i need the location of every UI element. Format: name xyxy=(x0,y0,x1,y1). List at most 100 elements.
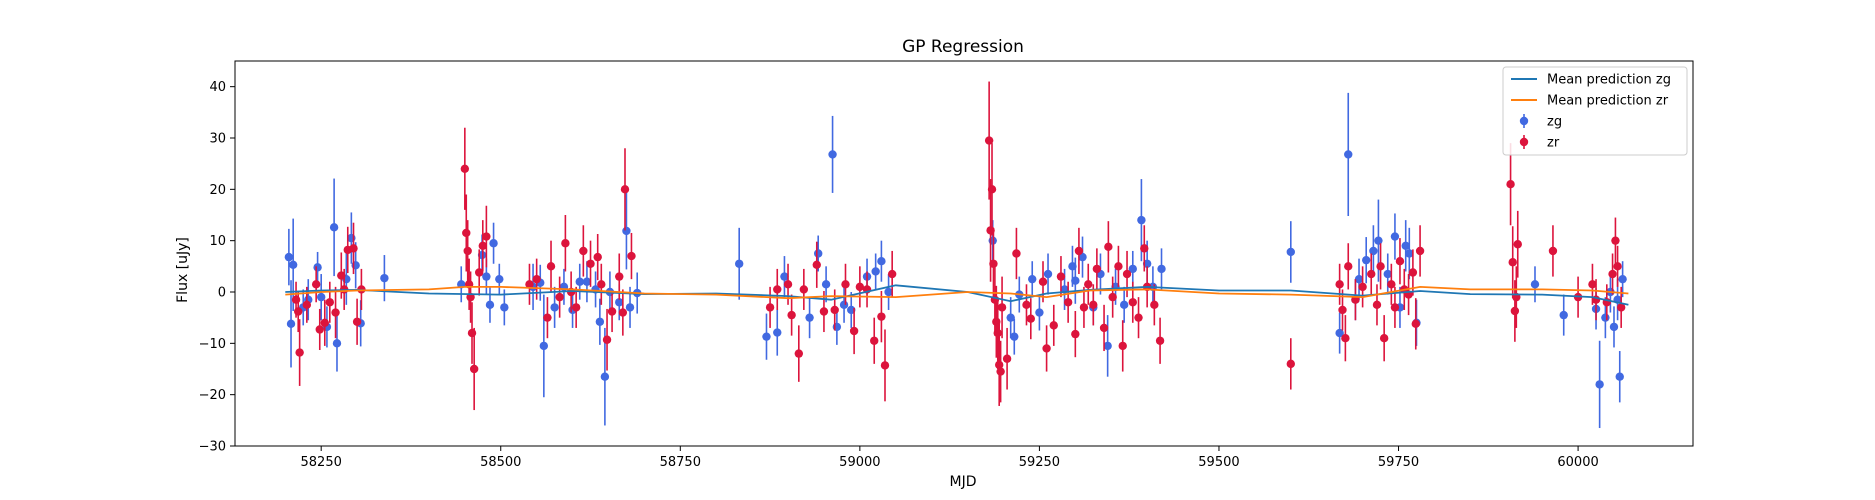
data-point-zg xyxy=(582,277,592,286)
legend-marker-zg xyxy=(1519,116,1529,126)
data-point-zg xyxy=(828,150,837,159)
data-point-zg xyxy=(1028,274,1037,284)
data-point-zg xyxy=(332,339,342,348)
y-axis-label: Flux [uJy] xyxy=(175,237,191,303)
data-point-zr xyxy=(349,244,358,253)
data-point-zr xyxy=(1387,280,1396,289)
x-tick-label: 59000 xyxy=(839,455,880,470)
data-point-zr xyxy=(627,251,636,261)
data-point-zg xyxy=(482,272,491,281)
axes: 58250 58500 58750 59000 59250 59500 59750 60000… xyxy=(199,60,1694,470)
x-tick-label: 58250 xyxy=(301,455,342,470)
data-point-zr xyxy=(1390,303,1400,312)
data-point-zr xyxy=(593,252,602,262)
data-point-zr xyxy=(1099,323,1109,333)
data-point-zr xyxy=(1012,249,1021,258)
data-point-zg xyxy=(805,313,814,322)
data-point-zr xyxy=(812,260,821,269)
data-point-zg xyxy=(1078,252,1087,262)
x-tick-label: 59500 xyxy=(1198,455,1239,470)
y-tick-label: 20 xyxy=(209,183,226,198)
data-point-zg xyxy=(839,300,849,310)
data-point-zr xyxy=(855,282,865,292)
data-point-zr xyxy=(1358,282,1367,292)
data-point-zr xyxy=(295,348,304,357)
data-point-zg xyxy=(814,249,823,258)
data-point-zr xyxy=(1063,298,1073,307)
data-point-zr xyxy=(1038,277,1048,286)
legend-box xyxy=(1502,66,1688,156)
data-point-zr xyxy=(1613,262,1622,271)
data-point-zg xyxy=(600,372,610,381)
data-point-zr xyxy=(315,325,324,334)
data-point-zr xyxy=(1506,180,1515,189)
data-point-zr xyxy=(877,312,886,321)
data-point-zr xyxy=(1616,303,1626,312)
data-point-zr xyxy=(1128,298,1137,307)
data-point-zr xyxy=(1092,264,1102,274)
data-point-zg xyxy=(1615,372,1624,381)
y-tick-label: 0 xyxy=(218,286,226,301)
data-point-zg xyxy=(1335,328,1344,338)
data-point-zr xyxy=(1084,280,1093,289)
data-point-zr xyxy=(765,303,775,312)
data-point-zr xyxy=(586,259,595,268)
data-point-zr xyxy=(1071,329,1080,339)
data-point-zr xyxy=(1510,306,1520,316)
data-point-zr xyxy=(463,246,472,256)
data-point-zg xyxy=(550,303,559,312)
data-point-zr xyxy=(984,136,994,145)
data-point-zr xyxy=(1122,269,1132,279)
data-point-zg xyxy=(313,263,322,272)
data-point-zr xyxy=(1379,334,1389,343)
data-point-zg xyxy=(780,272,789,281)
data-point-zr xyxy=(331,308,340,317)
data-point-zr xyxy=(311,280,321,289)
data-point-zr xyxy=(1056,272,1066,281)
x-tick-label: 59750 xyxy=(1378,455,1419,470)
data-point-zr xyxy=(993,328,1002,338)
data-point-zr xyxy=(1344,262,1353,271)
data-point-zg xyxy=(762,332,771,341)
x-axis-label: MJD xyxy=(950,474,977,490)
data-point-zr xyxy=(783,280,793,289)
data-point-zr xyxy=(579,246,588,256)
data-point-zr xyxy=(1395,257,1405,266)
data-point-zg xyxy=(1595,380,1604,389)
data-point-zr xyxy=(1508,258,1517,267)
plot-marks xyxy=(284,81,1629,429)
data-point-zg xyxy=(1286,247,1295,257)
data-point-zr xyxy=(620,185,630,194)
data-point-zr xyxy=(325,298,335,307)
data-point-zr xyxy=(1002,354,1012,363)
data-point-zr xyxy=(996,367,1005,376)
data-point-zr xyxy=(887,269,897,279)
line-mean-prediction-zg xyxy=(285,284,1629,306)
data-point-zr xyxy=(1376,262,1385,271)
y-tick-label: 30 xyxy=(209,132,226,147)
data-point-zg xyxy=(877,257,886,266)
data-point-zg xyxy=(1530,280,1540,289)
data-point-zr xyxy=(607,307,617,316)
data-point-zr xyxy=(1140,244,1149,253)
data-point-zg xyxy=(1128,264,1137,274)
data-point-zg xyxy=(380,273,389,283)
data-point-zg xyxy=(1405,249,1414,258)
x-tick-label: 59250 xyxy=(1019,455,1060,470)
data-point-zg xyxy=(1119,300,1129,310)
data-point-zr xyxy=(819,307,829,316)
data-point-zg xyxy=(1559,310,1568,320)
data-point-zg xyxy=(1369,246,1378,256)
data-point-zr xyxy=(532,274,541,284)
data-point-zr xyxy=(1548,246,1558,256)
data-point-zg xyxy=(615,298,624,307)
data-point-zg xyxy=(625,303,635,312)
data-point-zg xyxy=(539,341,549,351)
data-point-zr xyxy=(546,262,556,271)
data-point-zg xyxy=(773,328,782,337)
data-point-zr xyxy=(1150,300,1159,310)
data-point-zr xyxy=(849,326,859,336)
data-point-zr xyxy=(1611,236,1620,245)
data-point-zg xyxy=(1010,332,1019,341)
